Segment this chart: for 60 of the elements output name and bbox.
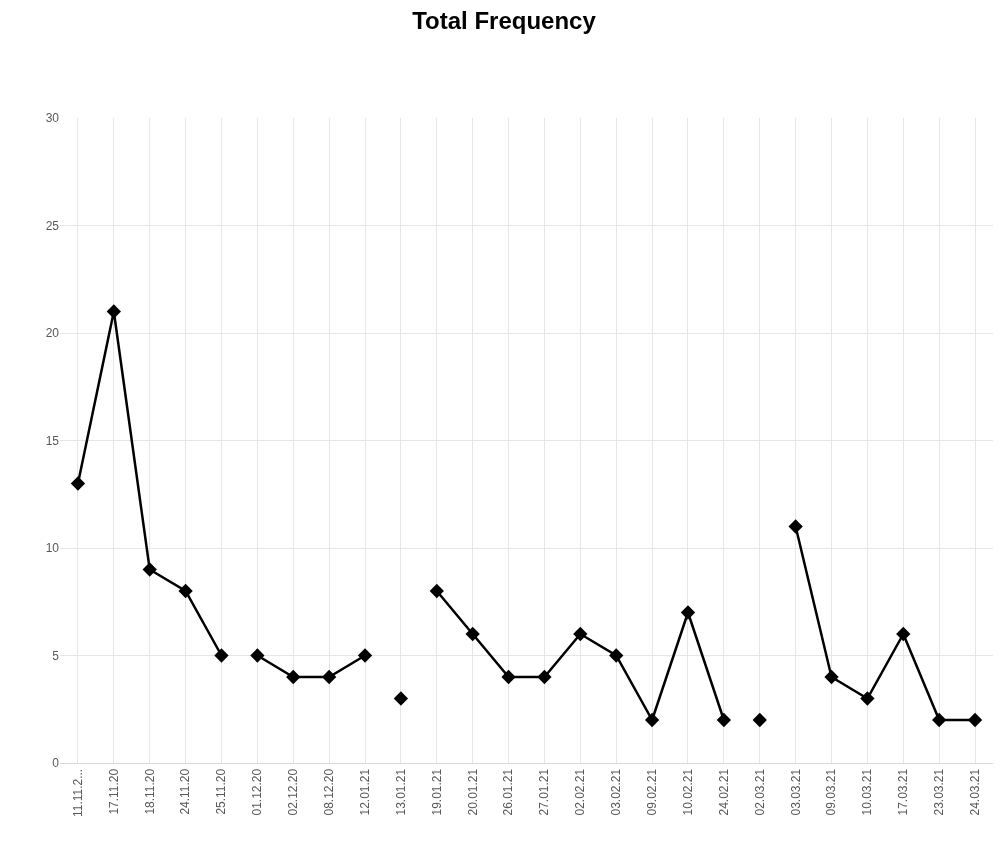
y-tick-label: 25 bbox=[45, 218, 60, 233]
x-tick-label: 03.02.21 bbox=[609, 768, 624, 816]
x-tick-label: 24.11.20 bbox=[178, 768, 193, 815]
x-tick-label: 18.11.20 bbox=[142, 768, 157, 815]
x-tick-label: 26.01.21 bbox=[501, 768, 516, 816]
point bbox=[321, 669, 337, 685]
x-tick-label: 13.01.21 bbox=[393, 768, 408, 816]
x-tick-label: 19.01.21 bbox=[429, 768, 444, 816]
point bbox=[573, 626, 588, 642]
x-tick-label: 11.11.2... bbox=[70, 768, 85, 818]
point bbox=[824, 669, 839, 685]
point bbox=[788, 519, 803, 534]
x-tick-label: 09.02.21 bbox=[645, 768, 659, 816]
point bbox=[752, 712, 767, 728]
point bbox=[393, 691, 409, 706]
x-tick-label: 27.01.21 bbox=[537, 768, 552, 816]
point bbox=[142, 562, 157, 577]
x-tick-label: 09.03.21 bbox=[824, 768, 839, 816]
x-tick-label: 02.12.20 bbox=[286, 768, 301, 816]
x-tick-label: 02.02.21 bbox=[573, 768, 588, 816]
point bbox=[357, 648, 373, 663]
point bbox=[716, 712, 732, 728]
x-tick-label: 03.03.21 bbox=[788, 768, 803, 816]
x-tick-label: 10.03.21 bbox=[860, 768, 875, 816]
x-tick-label: 17.03.21 bbox=[896, 768, 911, 816]
y-tick-label: 30 bbox=[45, 111, 60, 126]
y-tick-label: 0 bbox=[52, 756, 60, 771]
point bbox=[70, 476, 86, 491]
point bbox=[967, 712, 983, 728]
x-tick-label: 20.01.21 bbox=[465, 768, 480, 816]
point bbox=[932, 712, 947, 728]
point bbox=[178, 583, 193, 599]
x-tick-label: 10.02.21 bbox=[680, 768, 695, 816]
y-tick-label: 5 bbox=[52, 648, 60, 663]
point bbox=[537, 669, 552, 685]
x-tick-label: 17.11.20 bbox=[106, 768, 121, 815]
point bbox=[644, 712, 660, 728]
x-tick-label: 24.02.21 bbox=[716, 768, 731, 816]
point bbox=[250, 648, 265, 663]
point bbox=[106, 304, 121, 319]
point bbox=[609, 648, 624, 663]
point bbox=[429, 583, 444, 599]
x-tick-label: 12.01.21 bbox=[357, 768, 372, 816]
x-tick-label: 25.11.20 bbox=[214, 768, 229, 815]
x-tick-label: 23.03.21 bbox=[932, 768, 947, 816]
y-tick-label: 10 bbox=[45, 541, 60, 556]
x-tick-label: 08.12.20 bbox=[322, 768, 337, 816]
point bbox=[465, 626, 480, 642]
point bbox=[896, 626, 911, 642]
point bbox=[286, 669, 301, 685]
point bbox=[214, 648, 229, 663]
y-tick-label: 20 bbox=[45, 326, 60, 341]
x-tick-label: 02.03.21 bbox=[752, 768, 767, 816]
x-tick-label: 24.03.21 bbox=[967, 768, 982, 816]
point bbox=[680, 605, 696, 620]
point bbox=[501, 669, 516, 685]
point bbox=[860, 691, 875, 706]
y-tick-label: 15 bbox=[45, 433, 60, 448]
x-tick-label: 01.12.20 bbox=[250, 768, 265, 816]
chart-title: Total Frequency bbox=[412, 7, 597, 35]
